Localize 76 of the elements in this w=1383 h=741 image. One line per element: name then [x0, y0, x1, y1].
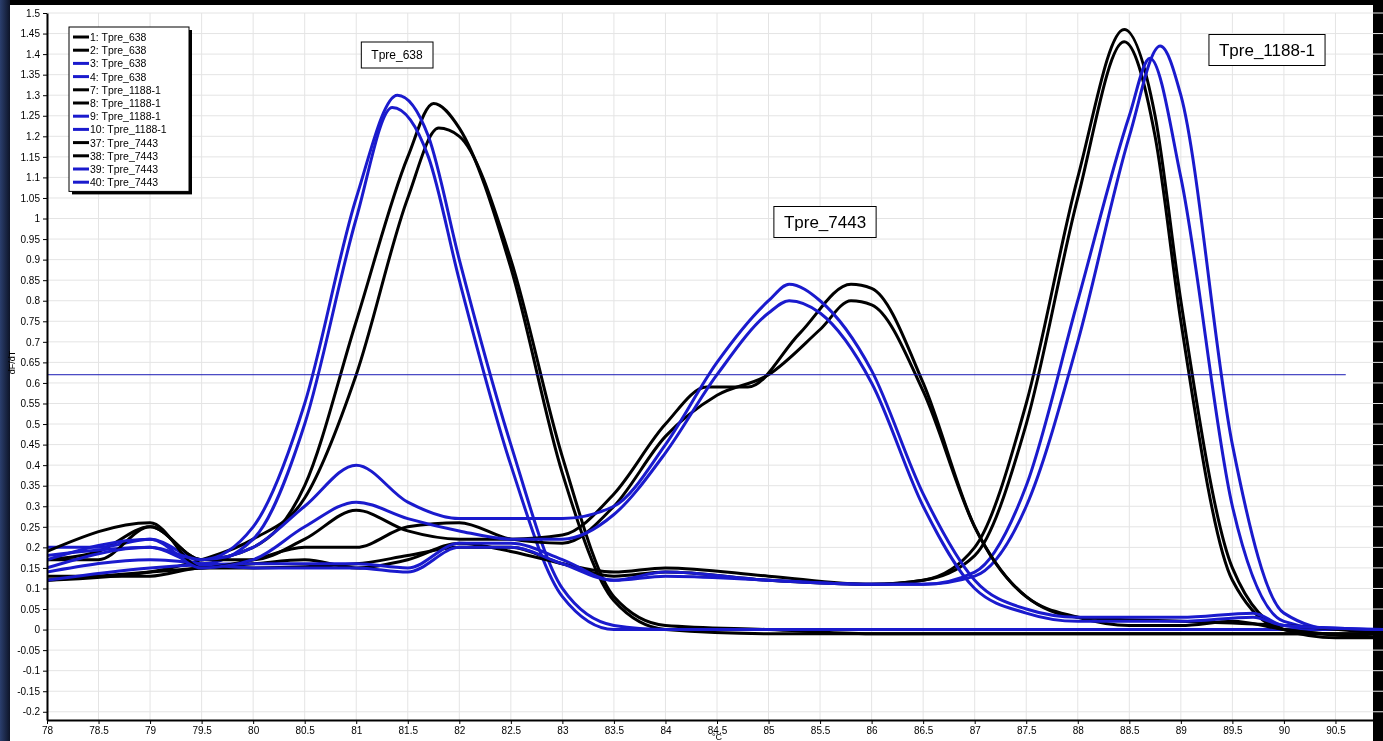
x-tick-label: 89.5 — [1223, 725, 1244, 737]
y-tick-label: 1.2 — [26, 131, 41, 143]
x-tick-label: 78.5 — [89, 725, 110, 737]
legend-label: 1: Tpre_638 — [90, 31, 147, 43]
x-tick-label: 79.5 — [192, 725, 213, 737]
legend-label: 37: Tpre_7443 — [90, 136, 159, 149]
legend-label: 38: Tpre_7443 — [90, 149, 159, 162]
y-tick-label: 0 — [34, 624, 41, 636]
y-tick-label: 0.2 — [26, 542, 41, 554]
y-tick-label: 1 — [34, 213, 41, 225]
y-tick-label: 0.6 — [26, 377, 41, 389]
x-tick-label: 85 — [763, 725, 776, 737]
x-tick-label: 85.5 — [810, 725, 831, 737]
x-tick-label: 90 — [1278, 725, 1291, 737]
x-tick-label: 84 — [660, 725, 672, 737]
x-tick-label: 79 — [145, 725, 157, 737]
legend-label: 9: Tpre_1188-1 — [90, 110, 161, 123]
y-tick-label: 1.15 — [20, 151, 41, 163]
y-tick-label: 0.95 — [20, 233, 41, 245]
x-tick-label: 86 — [866, 725, 879, 737]
y-tick-label: -0.05 — [17, 644, 41, 656]
x-tick-label: 88.5 — [1120, 725, 1140, 737]
y-tick-label: 0.7 — [26, 336, 41, 348]
y-tick-label: 0.05 — [20, 603, 41, 615]
y-tick-label: 1.05 — [20, 192, 41, 204]
x-tick-label: 80 — [248, 725, 260, 737]
y-tick-label: 0.15 — [20, 562, 41, 574]
legend-label: 4: Tpre_638 — [90, 70, 147, 83]
x-tick-label: 87.5 — [1017, 725, 1037, 737]
y-tick-label: 0.85 — [20, 274, 41, 286]
y-tick-label: 1.5 — [26, 7, 41, 19]
legend-label: 8: Tpre_1188-1 — [90, 97, 161, 109]
y-tick-label: -0.1 — [22, 665, 41, 677]
x-tick-label: 90.5 — [1326, 725, 1347, 737]
y-tick-label: 0.65 — [20, 357, 41, 369]
legend-label: 2: Tpre_638 — [90, 44, 147, 57]
y-axis-title: dF/dT — [7, 350, 17, 375]
y-tick-label: 0.75 — [20, 315, 41, 327]
y-tick-label: 1.3 — [26, 89, 41, 101]
legend-label: 3: Tpre_638 — [90, 57, 147, 70]
legend-label: 7: Tpre_1188-1 — [90, 83, 161, 96]
x-tick-label: 81.5 — [398, 725, 419, 737]
x-tick-label: 83 — [557, 725, 569, 737]
y-tick-label: -0.15 — [17, 685, 41, 697]
annotation: Tpre_7443 — [783, 212, 867, 232]
annotation: Tpre_638 — [371, 48, 424, 62]
y-tick-label: 1.4 — [26, 48, 41, 60]
x-tick-label: 78 — [41, 725, 54, 737]
y-tick-label: 0.25 — [20, 521, 41, 533]
legend-label: 10: Tpre_1188-1 — [90, 123, 167, 136]
y-tick-label: 0.4 — [26, 459, 41, 471]
y-tick-label: 0.45 — [20, 439, 41, 451]
x-tick-label: 88 — [1072, 725, 1085, 737]
y-tick-label: 0.1 — [26, 583, 41, 595]
y-tick-label: 0.8 — [26, 295, 41, 307]
x-tick-label: 89 — [1175, 725, 1188, 737]
annotation: Tpre_1188-1 — [1218, 40, 1316, 60]
y-tick-label: 0.5 — [26, 418, 41, 430]
x-tick-label: 80.5 — [295, 725, 316, 737]
x-tick-label: 82.5 — [501, 725, 522, 737]
x-tick-label: 86.5 — [913, 725, 934, 737]
x-tick-label: 82 — [454, 725, 466, 737]
y-tick-label: 1.35 — [20, 69, 41, 81]
x-tick-label: 87 — [969, 725, 982, 737]
y-tick-label: 0.55 — [20, 398, 41, 410]
y-tick-label: -0.2 — [22, 706, 41, 718]
x-tick-label: 83.5 — [604, 725, 625, 737]
y-tick-label: 1.25 — [20, 110, 41, 122]
y-tick-label: 0.35 — [20, 480, 41, 492]
y-tick-label: 1.45 — [20, 28, 41, 40]
legend-label: 39: Tpre_7443 — [90, 163, 159, 175]
legend-label: 40: Tpre_7443 — [90, 176, 159, 189]
y-tick-label: 0.3 — [26, 500, 41, 512]
y-tick-label: 0.9 — [26, 254, 41, 266]
x-tick-label: 81 — [351, 725, 363, 737]
y-tick-label: 1.1 — [26, 172, 41, 184]
